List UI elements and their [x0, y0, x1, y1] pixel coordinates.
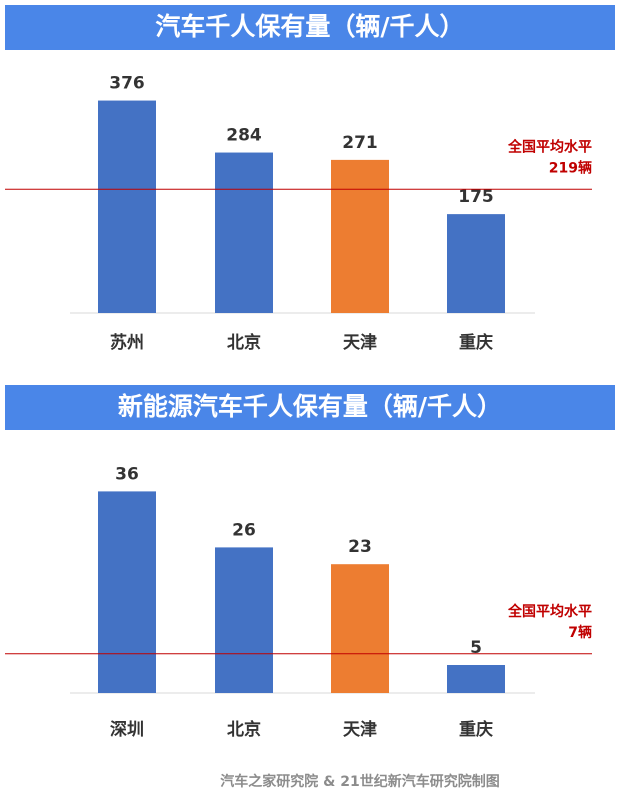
value-label: 284 — [226, 126, 262, 146]
bar — [447, 214, 505, 313]
reference-label: 219辆 — [549, 159, 592, 176]
category-label: 北京 — [227, 719, 261, 740]
chart-title: 新能源汽车千人保有量（辆/千人） — [118, 392, 502, 421]
reference-label: 全国平均水平 — [507, 603, 592, 620]
category-label: 天津 — [343, 719, 377, 740]
value-label: 26 — [232, 520, 256, 540]
bar — [215, 547, 273, 693]
value-label: 36 — [115, 464, 139, 484]
category-label: 重庆 — [459, 719, 493, 740]
bar — [215, 152, 273, 313]
reference-label: 7辆 — [568, 624, 592, 641]
value-label: 23 — [348, 537, 372, 557]
value-label: 5 — [470, 638, 482, 658]
title-banner — [5, 385, 615, 430]
reference-label: 全国平均水平 — [507, 138, 592, 155]
bar — [331, 159, 389, 313]
value-label: 175 — [458, 187, 494, 207]
chart-title: 汽车千人保有量（辆/千人） — [155, 12, 464, 41]
category-label: 北京 — [227, 332, 261, 353]
category-label: 天津 — [343, 332, 377, 353]
category-label: 深圳 — [110, 719, 144, 740]
category-label: 重庆 — [459, 332, 493, 353]
value-label: 376 — [109, 74, 145, 94]
source: 汽车之家研究院 & 21世纪新汽车研究院制图 — [220, 773, 499, 790]
bar — [98, 100, 156, 313]
bar — [447, 665, 505, 693]
title-banner — [5, 5, 615, 50]
bar — [331, 564, 389, 693]
bar — [98, 491, 156, 693]
value-label: 271 — [342, 133, 378, 153]
category-label: 苏州 — [110, 332, 144, 353]
